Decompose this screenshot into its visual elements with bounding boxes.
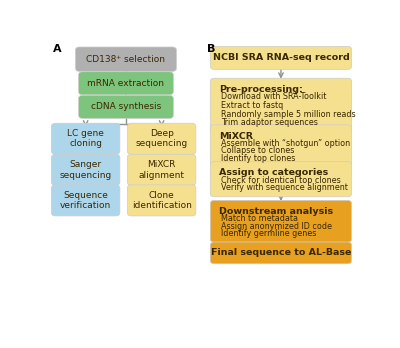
Text: Collapse to clones: Collapse to clones [221, 146, 294, 155]
Text: Randomly sample 5 million reads: Randomly sample 5 million reads [221, 110, 356, 119]
FancyBboxPatch shape [210, 78, 352, 133]
Text: Identify germline genes: Identify germline genes [221, 229, 316, 238]
Text: cDNA synthesis: cDNA synthesis [91, 102, 161, 111]
FancyBboxPatch shape [210, 125, 352, 167]
Text: Deep
sequencing: Deep sequencing [136, 129, 188, 149]
FancyBboxPatch shape [78, 95, 173, 118]
Text: NCBI SRA RNA-seq record: NCBI SRA RNA-seq record [212, 53, 349, 62]
FancyBboxPatch shape [51, 123, 120, 154]
Text: mRNA extraction: mRNA extraction [88, 79, 164, 88]
Text: Pre-processing:: Pre-processing: [219, 85, 302, 94]
Text: MiXCR: MiXCR [219, 132, 253, 141]
Text: Sequence
verification: Sequence verification [60, 191, 111, 210]
FancyBboxPatch shape [78, 72, 173, 95]
Text: Check for identical top clones: Check for identical top clones [221, 176, 341, 184]
FancyBboxPatch shape [127, 123, 196, 154]
Text: Final sequence to AL-Base: Final sequence to AL-Base [211, 248, 351, 258]
FancyBboxPatch shape [76, 47, 176, 71]
Text: Assign anonymized ID code: Assign anonymized ID code [221, 222, 332, 231]
Text: MiXCR
alignment: MiXCR alignment [138, 160, 185, 180]
Text: Downstream analysis: Downstream analysis [219, 207, 333, 216]
FancyBboxPatch shape [210, 242, 352, 264]
Text: Trim adaptor sequences: Trim adaptor sequences [221, 118, 318, 127]
FancyBboxPatch shape [51, 154, 120, 185]
Text: Identify top clones: Identify top clones [221, 153, 296, 163]
FancyBboxPatch shape [210, 46, 352, 69]
Text: Clone
identification: Clone identification [132, 191, 192, 210]
FancyBboxPatch shape [210, 162, 352, 197]
Text: Verify with sequence alignment: Verify with sequence alignment [221, 183, 348, 192]
Text: Match to metadata: Match to metadata [221, 214, 298, 223]
FancyBboxPatch shape [127, 154, 196, 185]
Text: LC gene
cloning: LC gene cloning [67, 129, 104, 149]
FancyBboxPatch shape [210, 200, 352, 242]
Text: B: B [206, 45, 215, 54]
FancyBboxPatch shape [127, 185, 196, 216]
Text: Download with SRA-Toolkit: Download with SRA-Toolkit [221, 92, 326, 101]
Text: Extract to fastq: Extract to fastq [221, 101, 283, 110]
Text: A: A [53, 45, 62, 54]
Text: Assemble with “shotgun” option: Assemble with “shotgun” option [221, 139, 350, 148]
Text: CD138⁺ selection: CD138⁺ selection [86, 55, 166, 64]
Text: Sanger
sequencing: Sanger sequencing [60, 160, 112, 180]
FancyBboxPatch shape [51, 185, 120, 216]
Text: Assign to categories: Assign to categories [219, 168, 328, 177]
